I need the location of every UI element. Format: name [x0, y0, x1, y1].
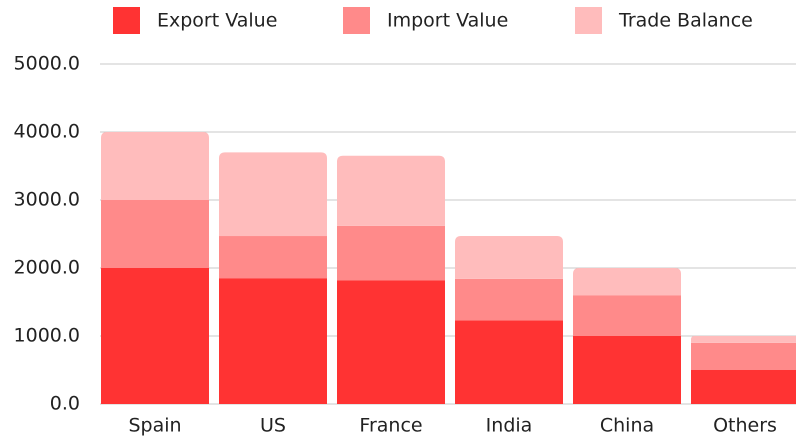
bar-segment	[573, 336, 681, 404]
legend-label: Trade Balance	[618, 10, 753, 32]
y-tick-label: 3000.0	[14, 189, 80, 211]
y-tick-label: 4000.0	[14, 121, 80, 143]
y-tick-label: 1000.0	[14, 325, 80, 347]
bar-segment	[455, 278, 563, 321]
bar-segment	[573, 295, 681, 336]
bar-segment	[455, 236, 563, 279]
y-tick-label: 5000.0	[14, 53, 80, 75]
legend-swatch	[575, 7, 602, 34]
bar-segment	[691, 342, 796, 370]
x-tick-label: France	[359, 415, 422, 437]
bar-segment	[219, 236, 327, 279]
x-tick-label: Others	[713, 415, 777, 437]
x-tick-label: US	[260, 415, 286, 437]
bar-segment	[691, 336, 796, 343]
legend-swatch	[343, 7, 370, 34]
bar-segment	[337, 155, 445, 226]
bar-segment	[101, 268, 209, 404]
bar-segment	[337, 280, 445, 404]
bar-segment	[455, 320, 563, 404]
legend-label: Import Value	[387, 10, 508, 32]
x-tick-label: Spain	[128, 415, 181, 437]
y-tick-label: 0.0	[50, 393, 80, 415]
legend-label: Export Value	[157, 10, 277, 32]
bar-segment	[337, 225, 445, 281]
y-tick-label: 2000.0	[14, 257, 80, 279]
bar-segment	[691, 370, 796, 404]
x-tick-label: China	[600, 415, 654, 437]
legend-swatch	[113, 7, 140, 34]
bar-segment	[101, 132, 209, 200]
bar-segment	[101, 200, 209, 268]
x-tick-label: India	[486, 415, 533, 437]
bar-segment	[219, 278, 327, 404]
bar-segment	[573, 268, 681, 296]
bar-segment	[219, 152, 327, 237]
